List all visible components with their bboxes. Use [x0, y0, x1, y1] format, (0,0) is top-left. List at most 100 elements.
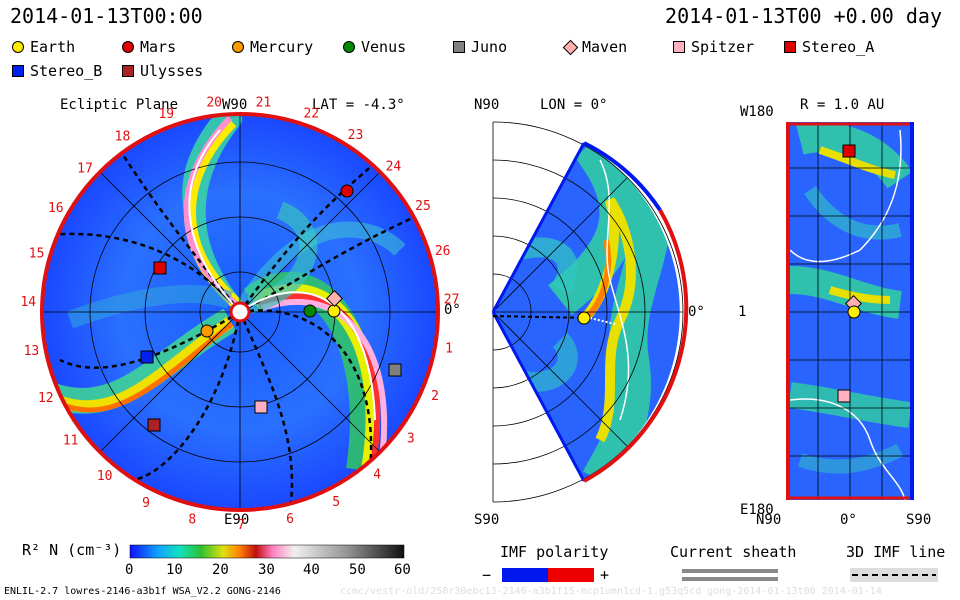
carrington-tick-label: 9: [142, 496, 150, 511]
imf-polarity-bar: [502, 568, 594, 582]
legend-item-juno: Juno: [453, 38, 507, 56]
legend-label: Stereo_A: [802, 38, 875, 56]
mercury-marker-icon: [232, 41, 244, 53]
ecliptic-top-label: W90: [222, 97, 248, 113]
ecliptic-bottom-label: E90: [224, 512, 250, 528]
radial-x-left: N90: [756, 512, 782, 528]
meridional-bottom-left: S90: [474, 512, 500, 528]
carrington-tick-label: 11: [63, 434, 79, 449]
left-timestamp: 2014-01-13T00:00: [10, 4, 203, 28]
sun-icon: [229, 301, 251, 323]
earth-marker: [327, 304, 341, 318]
legend-label: Venus: [361, 38, 407, 56]
imf-minus-label: −: [482, 566, 492, 584]
carrington-tick-label: 24: [386, 160, 402, 175]
earth-marker-radial: [847, 305, 861, 319]
legend-item-mars: Mars: [122, 38, 176, 56]
imf-plus-label: +: [600, 566, 610, 584]
spitzer-marker: [254, 400, 268, 414]
carrington-tick-label: 20: [206, 96, 222, 111]
carrington-tick-label: 21: [256, 95, 272, 110]
legend-label: Ulysses: [140, 62, 204, 80]
earth-marker-icon: [12, 41, 24, 53]
ecliptic-title: Ecliptic Plane: [60, 97, 179, 113]
carrington-tick-label: 19: [158, 107, 174, 122]
legend-label: Stereo_B: [30, 62, 103, 80]
carrington-tick-label: 26: [435, 244, 451, 259]
stereo-b-marker: [140, 350, 154, 364]
juno-marker: [388, 363, 402, 377]
run-id-footer: ccmc/vestr-old/258r30ebc13-2146-a3b1f15-…: [340, 586, 882, 597]
ulysses-marker: [147, 418, 161, 432]
carrington-tick-label: 12: [38, 391, 54, 406]
venus-marker-icon: [343, 41, 355, 53]
legend-item-stereo-a: Stereo_A: [784, 38, 874, 56]
current-sheath-title: Current sheath: [670, 543, 797, 561]
carrington-tick-label: 22: [303, 106, 319, 121]
carrington-tick-label: 2: [431, 389, 439, 404]
juno-marker-icon: [453, 41, 465, 53]
carrington-tick-label: 14: [20, 295, 36, 310]
carrington-tick-label: 13: [24, 344, 40, 359]
carrington-tick-label: 8: [188, 513, 196, 528]
colorbar-tick: 20: [212, 562, 229, 578]
right-timestamp: 2014-01-13T00 +0.00 day: [665, 4, 942, 28]
current-sheath-legend: [682, 569, 778, 581]
carrington-tick-label: 18: [115, 130, 131, 145]
colorbar-tick: 30: [258, 562, 275, 578]
meridional-plane-plot: [491, 121, 689, 503]
legend-item-maven: Maven: [562, 38, 628, 56]
spitzer-marker-icon: [673, 41, 685, 53]
legend-label: Maven: [582, 38, 628, 56]
legend-item-stereo-b: Stereo_B: [12, 62, 102, 80]
spitzer-marker-radial: [837, 389, 851, 403]
carrington-tick-label: 16: [48, 201, 64, 216]
ulysses-marker-icon: [122, 65, 134, 77]
carrington-tick-label: 5: [332, 495, 340, 510]
legend-item-earth: Earth: [12, 38, 75, 56]
stereo-a-marker: [153, 261, 167, 275]
radial-top-left: W180: [740, 104, 774, 120]
stereo-a-marker-icon: [784, 41, 796, 53]
colorbar-label: R² N (cm⁻³): [22, 541, 122, 559]
mercury-marker: [200, 324, 214, 338]
radial-x-mid: 0°: [840, 512, 857, 528]
stereo-b-marker-icon: [12, 65, 24, 77]
carrington-tick-label: 27: [444, 292, 460, 307]
carrington-tick-label: 10: [97, 469, 113, 484]
carrington-tick-label: 1: [445, 342, 453, 357]
colorbar-tick: 0: [125, 562, 134, 578]
imf3d-title: 3D IMF line: [846, 543, 946, 561]
colorbar-tick: 60: [394, 562, 411, 578]
radial-x-right: S90: [906, 512, 932, 528]
carrington-tick-label: 23: [348, 128, 364, 143]
radial-map-plot: [786, 122, 914, 501]
carrington-tick-label: 4: [373, 468, 381, 483]
current-sheath: [188, 129, 376, 421]
ecliptic-boundary: [40, 112, 440, 512]
meridional-top-left: N90: [474, 97, 500, 113]
legend-label: Mars: [140, 38, 177, 56]
carrington-tick-label: 3: [407, 432, 415, 447]
legend-item-venus: Venus: [343, 38, 406, 56]
imf3d-legend: [850, 568, 938, 582]
radial-mid-left: 1: [738, 304, 747, 320]
carrington-tick-label: 17: [77, 161, 93, 176]
mars-marker: [340, 184, 354, 198]
legend-item-mercury: Mercury: [232, 38, 313, 56]
meridional-lon-label: LON = 0°: [540, 97, 608, 113]
spacecraft-legend: Earth Mars Mercury Venus Juno Maven Spit…: [0, 36, 960, 84]
legend-label: Earth: [30, 38, 76, 56]
radial-bottom-left: E180: [740, 502, 774, 518]
density-colorbar: [129, 544, 405, 559]
earth-marker-meridional: [577, 311, 591, 325]
venus-marker: [303, 304, 317, 318]
radial-title: R = 1.0 AU: [800, 97, 885, 113]
colorbar-tick: 10: [166, 562, 183, 578]
legend-label: Spitzer: [691, 38, 755, 56]
legend-label: Mercury: [250, 38, 314, 56]
carrington-tick-label: 15: [29, 246, 45, 261]
ecliptic-lat-label: LAT = -4.3°: [312, 97, 405, 113]
legend-label: Juno: [471, 38, 508, 56]
